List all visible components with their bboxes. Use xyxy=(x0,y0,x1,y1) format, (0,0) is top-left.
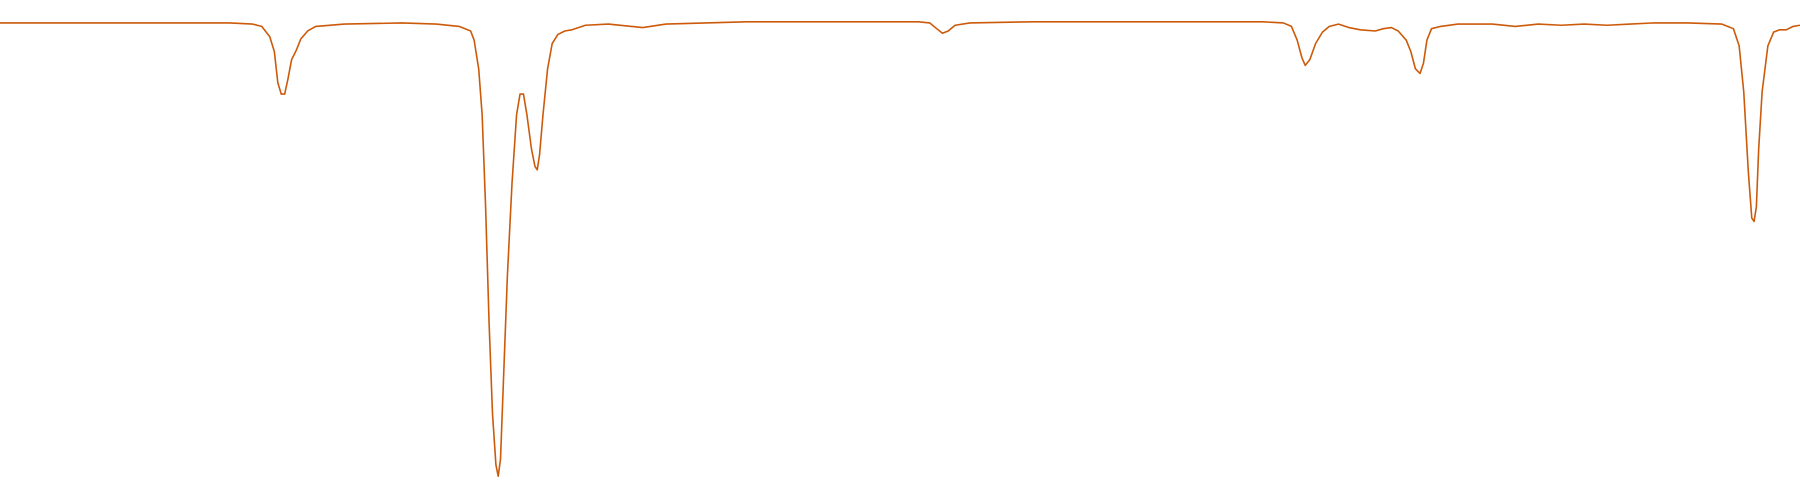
spectrum-line xyxy=(0,21,1800,478)
